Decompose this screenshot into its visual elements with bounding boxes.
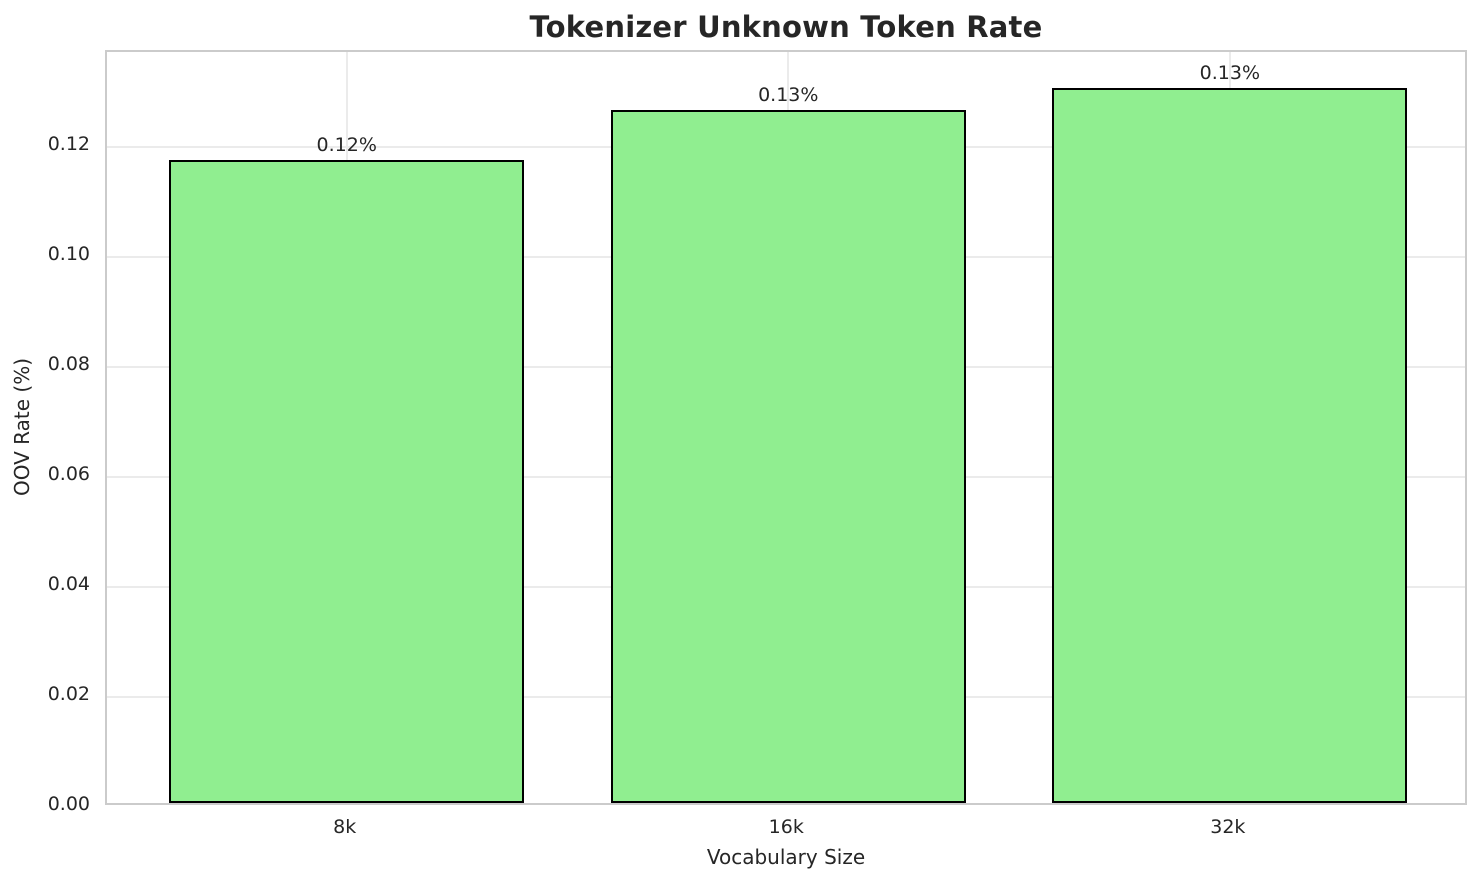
x-tick-label-8k: 8k: [333, 816, 357, 838]
chart-title: Tokenizer Unknown Token Rate: [529, 10, 1043, 44]
x-tick-label-32k: 32k: [1210, 816, 1246, 838]
y-tick-label: 0.02: [47, 683, 90, 706]
bar-8k: [169, 159, 525, 803]
bar-value-label: 0.13%: [1199, 62, 1260, 85]
y-tick-label: 0.00: [47, 793, 90, 815]
y-tick-label: 0.12: [47, 133, 90, 156]
y-tick-label: 0.10: [47, 243, 90, 266]
bar-32k: [1052, 88, 1408, 803]
bar-value-label: 0.13%: [758, 84, 819, 107]
y-tick-label: 0.08: [47, 353, 90, 376]
y-tick-label: 0.06: [47, 463, 90, 486]
plot-area: 0.12% 0.13% 0.13%: [105, 50, 1467, 805]
bar-value-label: 0.12%: [316, 133, 377, 156]
bar-16k: [610, 110, 966, 803]
y-tick-label: 0.04: [47, 573, 90, 596]
x-axis-label: Vocabulary Size: [706, 845, 866, 869]
x-tick-label-16k: 16k: [768, 816, 804, 838]
